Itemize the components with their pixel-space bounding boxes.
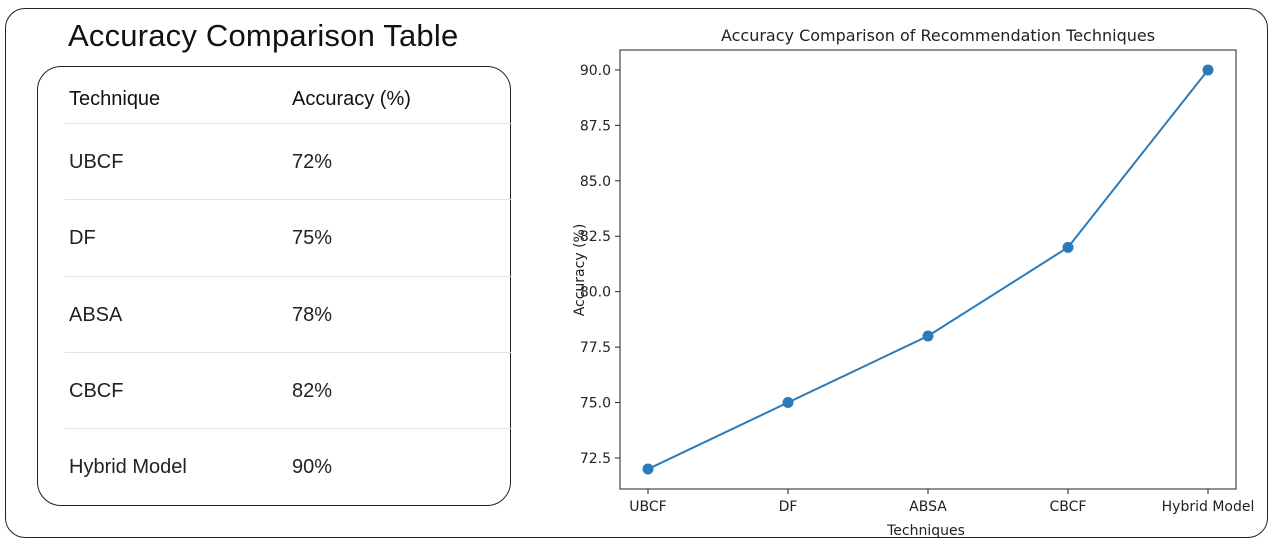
table-title: Accuracy Comparison Table (68, 18, 459, 53)
plot-area (619, 49, 1237, 490)
x-tick-label: Hybrid Model (1162, 499, 1255, 515)
table-cell-technique: ABSA (69, 304, 123, 326)
table-container (37, 66, 511, 506)
column-header-technique: Technique (69, 88, 161, 110)
y-tick-label: 82.5 (580, 229, 611, 245)
table-cell-accuracy: 75% (292, 227, 333, 249)
y-tick-label: 77.5 (580, 340, 611, 356)
data-point (782, 397, 794, 409)
table-cell-technique: UBCF (69, 151, 124, 173)
table-cell-accuracy: 78% (292, 304, 333, 326)
y-axis-label: Accuracy (%) (572, 224, 588, 317)
row-divider (65, 276, 511, 277)
y-tick-label: 87.5 (580, 118, 611, 134)
table-cell-accuracy: 72% (292, 151, 333, 173)
x-axis-label: Techniques (886, 523, 965, 539)
table-cell-technique: Hybrid Model (69, 456, 187, 478)
table-cell-technique: DF (69, 227, 96, 249)
table-cell-technique: CBCF (69, 380, 124, 402)
figure-frame (5, 8, 1268, 538)
chart-title: Accuracy Comparison of Recommendation Te… (721, 26, 1155, 45)
data-point (922, 330, 934, 342)
data-point (1202, 64, 1214, 76)
data-point (1062, 241, 1074, 253)
table-cell-accuracy: 90% (292, 456, 333, 478)
x-tick-label: DF (779, 499, 798, 515)
y-tick-label: 90.0 (580, 63, 611, 79)
row-divider (65, 123, 511, 124)
x-tick-label: ABSA (909, 499, 947, 515)
x-tick-label: CBCF (1050, 499, 1087, 515)
table-cell-accuracy: 82% (292, 380, 333, 402)
y-tick-label: 75.0 (580, 396, 611, 412)
column-header-accuracy: Accuracy (%) (292, 88, 411, 110)
series-line (647, 69, 1209, 470)
x-tick-label: UBCF (629, 499, 666, 515)
row-divider (65, 199, 511, 200)
y-tick-label: 72.5 (580, 451, 611, 467)
y-tick-label: 80.0 (580, 285, 611, 301)
row-divider (65, 352, 511, 353)
y-tick-label: 85.0 (580, 174, 611, 190)
data-point (642, 463, 654, 475)
row-divider (65, 428, 511, 429)
